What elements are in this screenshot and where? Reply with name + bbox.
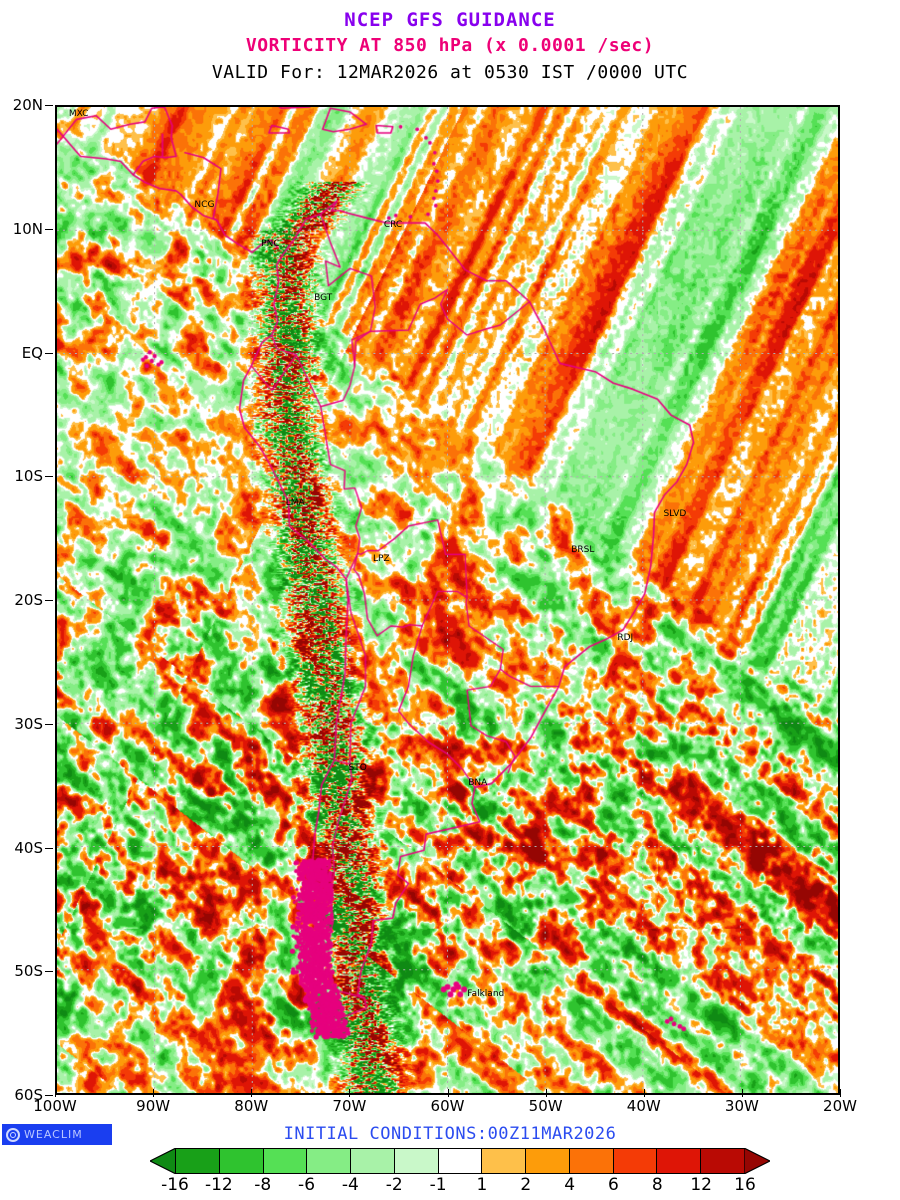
x-tick-label-20W: 20W	[823, 1097, 857, 1115]
y-tick-label-20S: 20S	[14, 591, 43, 609]
y-tick-mark	[45, 971, 53, 973]
x-tick-mark	[153, 1089, 155, 1097]
colorbar-swatch-1	[219, 1148, 264, 1174]
colorbar-cap-low	[150, 1148, 176, 1174]
colorbar-tick-6: 6	[608, 1175, 619, 1195]
x-tick-mark	[643, 1089, 645, 1097]
y-tick-mark	[45, 600, 53, 601]
x-tick-label-80W: 80W	[234, 1097, 269, 1115]
colorbar-swatch-4	[351, 1148, 395, 1174]
x-tick-label-90W: 90W	[136, 1097, 171, 1115]
y-tick-label-40S: 40S	[14, 838, 43, 857]
y-tick-mark	[45, 723, 53, 725]
colorbar-swatch-0	[175, 1148, 220, 1174]
colorbar-swatch-6	[438, 1148, 483, 1174]
colorbar-tick-2: 2	[520, 1175, 532, 1195]
x-tick-mark	[741, 1089, 743, 1097]
x-axis: 100W 90W 80W 70W 60W 50W 40W 30W 20W	[33, 1089, 857, 1121]
weaclim-logo-text: WEACLIM	[24, 1128, 83, 1141]
valid-time-label: VALID For: 12MAR2026 at 0530 IST /0000 U…	[211, 62, 689, 83]
colorbar-tick-1: 1	[476, 1175, 488, 1195]
colorbar: -16 -12 -8 -6 -4 -2 -1 1 2 4 6 8 12 16	[0, 1148, 900, 1198]
y-tick-label-30S: 30S	[14, 714, 43, 733]
chart-subtitle: VORTICITY AT 850 hPa (x 0.0001 /sec)	[245, 35, 655, 56]
colorbar-tick--12: -12	[204, 1175, 233, 1195]
colorbar-tick--6: -6	[298, 1175, 316, 1195]
initial-conditions-label: INITIAL CONDITIONS:00Z11MAR2026	[283, 1124, 617, 1144]
y-tick-mark	[45, 352, 53, 354]
y-tick-mark	[45, 476, 53, 478]
chart-header: NCEP GFS GUIDANCE VORTICITY AT 850 hPa (…	[0, 0, 900, 84]
colorbar-tick-12: 12	[690, 1175, 712, 1195]
x-tick-mark	[349, 1089, 351, 1097]
y-tick-mark	[45, 105, 53, 106]
weaclim-logo: WEACLIM	[2, 1124, 112, 1145]
x-tick-label-50W: 50W	[528, 1097, 563, 1115]
colorbar-swatch-7	[482, 1148, 527, 1174]
colorbar-tick--4: -4	[341, 1175, 359, 1195]
colorbar-tick--2: -2	[385, 1175, 403, 1195]
x-tick-label-40W: 40W	[626, 1097, 661, 1115]
x-tick-mark	[251, 1089, 253, 1097]
y-tick-mark	[45, 847, 53, 849]
x-tick-label-100W: 100W	[33, 1097, 77, 1115]
x-tick-label-70W: 70W	[332, 1097, 367, 1115]
y-tick-label-60S: 60S	[14, 1086, 43, 1104]
y-tick-label-20N: 20N	[12, 96, 43, 114]
colorbar-tick-16: 16	[734, 1175, 756, 1195]
colorbar-swatch-12	[701, 1148, 745, 1174]
colorbar-tick-4: 4	[564, 1175, 576, 1195]
y-tick-label-10N: 10N	[12, 219, 43, 238]
x-tick-mark	[447, 1089, 449, 1097]
colorbar-swatch-11	[657, 1148, 702, 1174]
y-tick-label-10S: 10S	[14, 467, 43, 486]
x-tick-mark	[55, 1089, 56, 1097]
page-title: NCEP GFS GUIDANCE	[344, 9, 556, 31]
colorbar-tick-8: 8	[651, 1175, 663, 1195]
colorbar-swatch-8	[526, 1148, 570, 1174]
colorbar-swatch-5	[394, 1148, 439, 1174]
circle-c-icon	[6, 1127, 20, 1142]
colorbar-swatch-10	[613, 1148, 658, 1174]
colorbar-swatch-3	[307, 1148, 352, 1174]
y-axis: 20N 10N EQ 10S 20S 30S 40S 50S 60S	[0, 96, 53, 1104]
colorbar-tick--16: -16	[161, 1175, 189, 1195]
x-tick-label-30W: 30W	[724, 1097, 759, 1115]
colorbar-swatch-2	[263, 1148, 308, 1174]
x-tick-mark	[545, 1089, 547, 1097]
x-tick-label-60W: 60W	[430, 1097, 465, 1115]
colorbar-tick--8: -8	[254, 1175, 272, 1195]
vorticity-field	[57, 107, 838, 1093]
x-tick-mark	[840, 1089, 841, 1097]
y-tick-mark	[45, 1095, 53, 1096]
y-tick-mark	[45, 228, 53, 230]
colorbar-cap-high	[744, 1148, 770, 1174]
colorbar-swatch-9	[569, 1148, 614, 1174]
colorbar-ticks: -16 -12 -8 -6 -4 -2 -1 1 2 4 6 8 12 16	[161, 1175, 756, 1197]
y-tick-label-EQ: EQ	[21, 343, 43, 362]
colorbar-segments	[175, 1148, 745, 1174]
colorbar-tick--1: -1	[429, 1175, 447, 1195]
map-plot-area[interactable]: MXC NCG CRC PNC BGT LMA LPZ SLVD BRSL RDJ STO BNA Fa…	[55, 105, 840, 1095]
y-tick-label-50S: 50S	[14, 962, 43, 981]
